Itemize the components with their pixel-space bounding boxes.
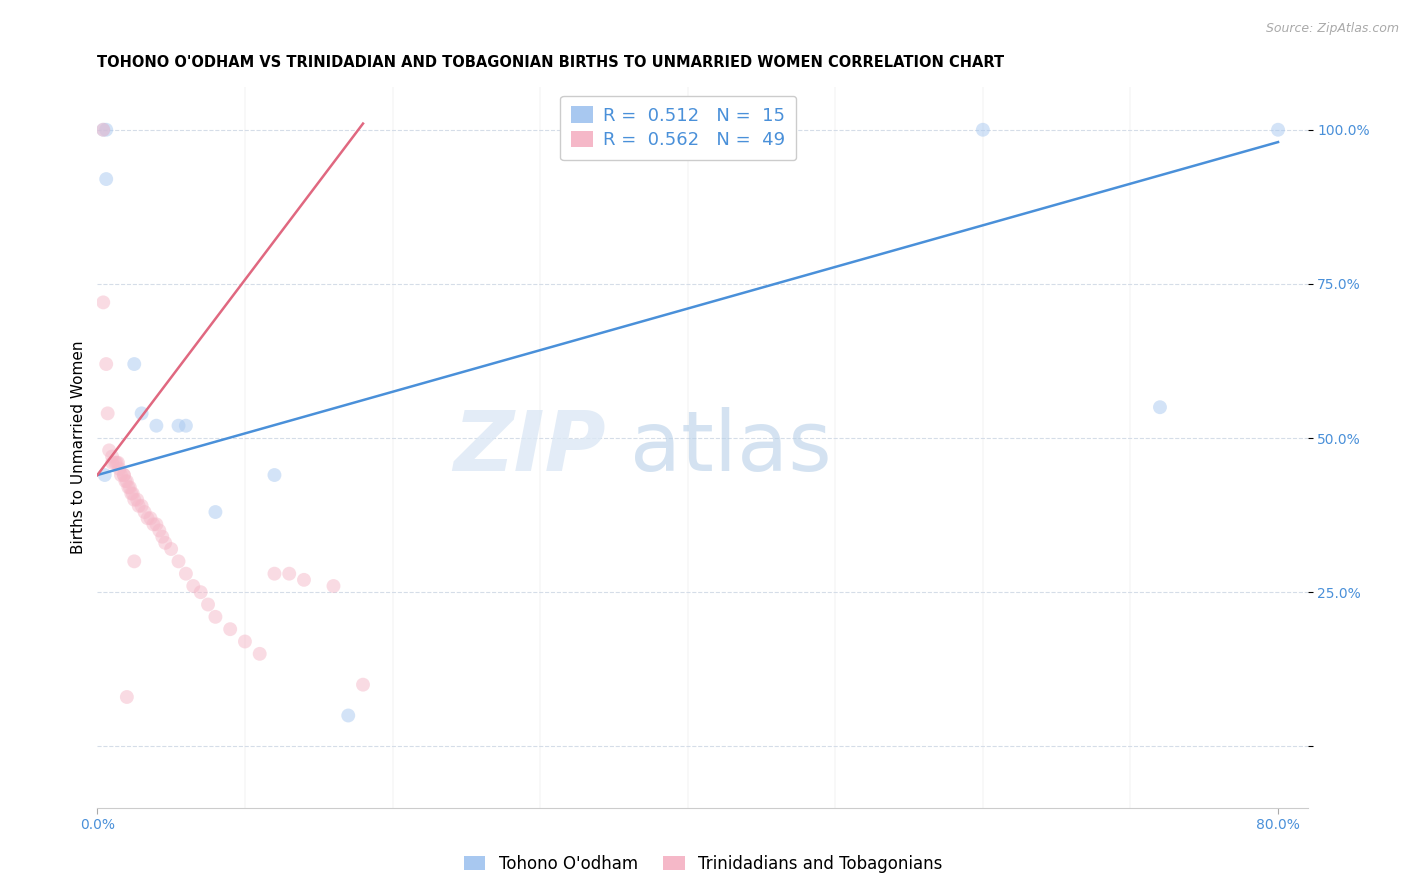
- Point: [219, 622, 242, 636]
- Point: [115, 474, 138, 488]
- Point: [104, 456, 127, 470]
- Point: [1267, 122, 1289, 136]
- Point: [134, 505, 156, 519]
- Point: [122, 554, 145, 568]
- Point: [121, 486, 143, 500]
- Point: [91, 122, 114, 136]
- Point: [249, 647, 271, 661]
- Y-axis label: Births to Unmarried Women: Births to Unmarried Women: [72, 341, 86, 554]
- Point: [112, 468, 135, 483]
- Point: [128, 499, 150, 513]
- Text: Source: ZipAtlas.com: Source: ZipAtlas.com: [1265, 22, 1399, 36]
- Point: [148, 524, 170, 538]
- Point: [108, 462, 131, 476]
- Point: [174, 418, 197, 433]
- Text: TOHONO O'ODHAM VS TRINIDADIAN AND TOBAGONIAN BIRTHS TO UNMARRIED WOMEN CORRELATI: TOHONO O'ODHAM VS TRINIDADIAN AND TOBAGO…: [97, 55, 1004, 70]
- Point: [155, 536, 177, 550]
- Point: [122, 492, 145, 507]
- Point: [122, 357, 145, 371]
- Point: [197, 598, 219, 612]
- Point: [204, 610, 226, 624]
- Point: [114, 474, 136, 488]
- Point: [93, 468, 115, 483]
- Point: [204, 505, 226, 519]
- Point: [150, 530, 173, 544]
- Point: [120, 486, 142, 500]
- Point: [263, 566, 285, 581]
- Point: [131, 406, 153, 420]
- Point: [145, 517, 167, 532]
- Point: [139, 511, 162, 525]
- Point: [263, 468, 285, 483]
- Point: [96, 357, 118, 371]
- Point: [107, 456, 129, 470]
- Point: [101, 456, 124, 470]
- Point: [337, 708, 360, 723]
- Point: [112, 468, 135, 483]
- Point: [292, 573, 315, 587]
- Point: [127, 492, 149, 507]
- Point: [167, 418, 190, 433]
- Point: [174, 566, 197, 581]
- Point: [181, 579, 204, 593]
- Point: [96, 172, 118, 186]
- Point: [91, 295, 114, 310]
- Point: [97, 406, 120, 420]
- Point: [145, 418, 167, 433]
- Point: [91, 122, 114, 136]
- Point: [167, 554, 190, 568]
- Point: [972, 122, 994, 136]
- Point: [105, 456, 128, 470]
- Point: [101, 450, 124, 464]
- Text: ZIP: ZIP: [453, 407, 606, 488]
- Point: [352, 678, 374, 692]
- Point: [160, 541, 183, 556]
- Text: atlas: atlas: [630, 407, 831, 488]
- Point: [117, 480, 139, 494]
- Point: [118, 480, 141, 494]
- Point: [110, 468, 132, 483]
- Point: [190, 585, 212, 599]
- Point: [233, 634, 256, 648]
- Legend: Tohono O'odham, Trinidadians and Tobagonians: Tohono O'odham, Trinidadians and Tobagon…: [457, 848, 949, 880]
- Legend: R =  0.512   N =  15, R =  0.562   N =  49: R = 0.512 N = 15, R = 0.562 N = 49: [560, 95, 796, 161]
- Point: [131, 499, 153, 513]
- Point: [136, 511, 159, 525]
- Point: [142, 517, 165, 532]
- Point: [1149, 401, 1171, 415]
- Point: [98, 443, 121, 458]
- Point: [322, 579, 344, 593]
- Point: [278, 566, 301, 581]
- Point: [96, 122, 118, 136]
- Point: [115, 690, 138, 704]
